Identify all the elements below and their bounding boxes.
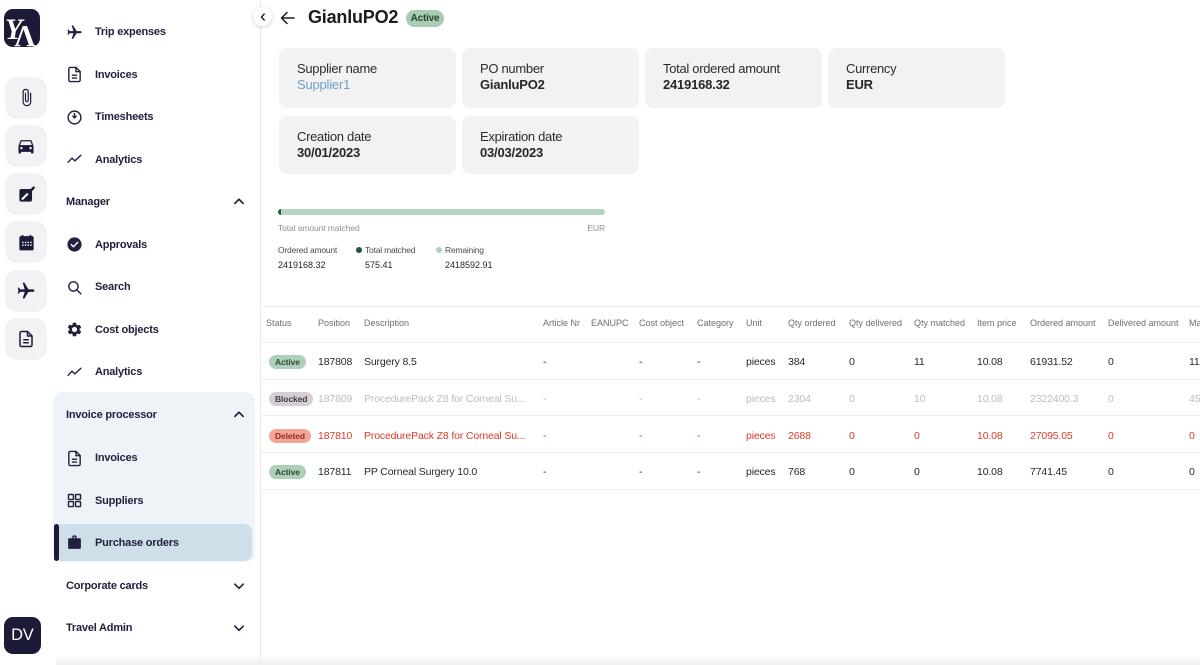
svg-text:Y: Y	[5, 13, 25, 46]
svg-text:Λ: Λ	[14, 18, 35, 47]
